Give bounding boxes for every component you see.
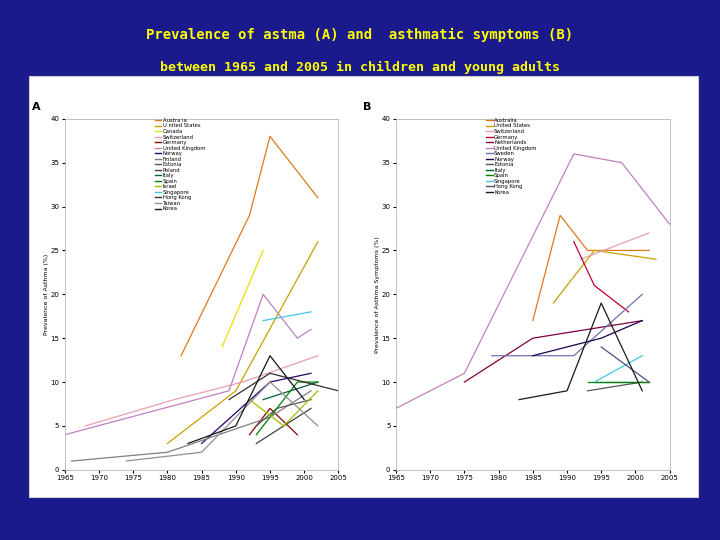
Text: B: B (363, 102, 372, 112)
Text: Prevalence of astma (A) and  asthmatic symptoms (B): Prevalence of astma (A) and asthmatic sy… (146, 28, 574, 42)
Y-axis label: Prevalence of Asthma Symptoms (%): Prevalence of Asthma Symptoms (%) (375, 236, 380, 353)
Text: between 1965 and 2005 in children and young adults: between 1965 and 2005 in children and yo… (160, 61, 560, 74)
Text: A: A (32, 102, 40, 112)
Legend: Australia, United States, Switzerland, Germany, Netherlands, United Kingdom, Swe: Australia, United States, Switzerland, G… (486, 118, 536, 195)
Legend: Austra ia, U nited States, Canada, Switzerland, Germany, United Kingdom, Norway,: Austra ia, U nited States, Canada, Switz… (155, 118, 205, 211)
Y-axis label: Prevalence of Asthma (%): Prevalence of Asthma (%) (44, 254, 49, 335)
